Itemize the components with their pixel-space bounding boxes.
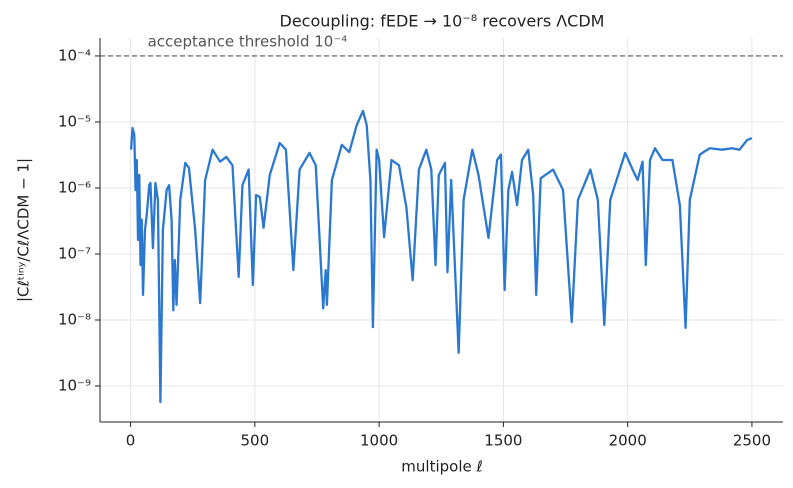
y-tick-label: 10⁻⁶ (58, 178, 91, 196)
y-tick-label: 10⁻⁵ (58, 112, 91, 130)
x-tick-label: 2500 (733, 432, 771, 450)
x-tick-label: 2000 (609, 432, 647, 450)
x-axis-label: multipole ℓ (401, 458, 482, 476)
y-axis-label: |Cℓᵗⁱⁿʸ/CℓΛCDM − 1| (15, 158, 33, 302)
x-tick-label: 1000 (360, 432, 398, 450)
x-tick-label: 0 (126, 432, 136, 450)
y-tick-label: 10⁻⁷ (58, 244, 91, 262)
data-line (129, 109, 753, 404)
y-tick-label: 10⁻⁹ (58, 377, 91, 395)
y-tick-label: 10⁻⁴ (58, 46, 91, 64)
chart-title: Decoupling: fEDE → 10⁻⁸ recovers ΛCDM (280, 12, 605, 31)
x-tick-label: 500 (241, 432, 270, 450)
x-tick-label: 1500 (484, 432, 522, 450)
y-tick-label: 10⁻⁸ (58, 310, 91, 328)
threshold-label: acceptance threshold 10⁻⁴ (148, 32, 348, 50)
